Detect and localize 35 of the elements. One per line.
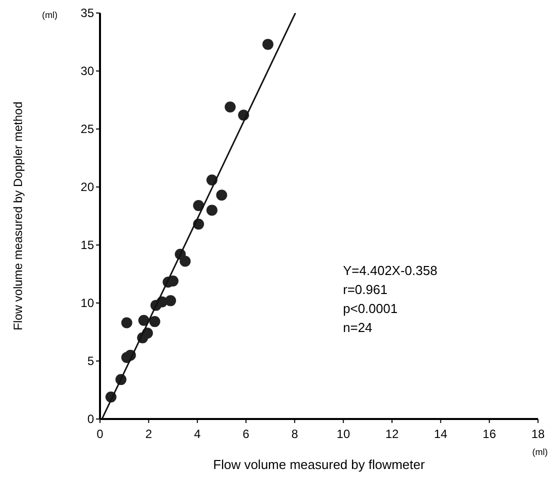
- y-tick-label: 10: [80, 296, 94, 310]
- point: [224, 101, 236, 112]
- x-axis-title: Flow volume measured by flowmeter: [213, 457, 426, 472]
- point: [262, 38, 274, 50]
- point: [165, 295, 176, 306]
- y-tick-label: 30: [80, 64, 94, 78]
- x-tick-label: 8: [291, 427, 298, 441]
- annotation: Y=4.402X-0.358: [343, 263, 438, 278]
- x-tick-label: 14: [434, 427, 448, 441]
- x-tick-label: 18: [531, 427, 545, 441]
- x-tick-label: 2: [145, 427, 152, 441]
- x-tick-label: 0: [96, 427, 104, 441]
- point: [216, 190, 228, 201]
- x-tick-label: 10: [336, 427, 350, 441]
- point: [180, 256, 191, 267]
- y-tick-label: 15: [80, 238, 94, 252]
- y-tick-label: 5: [87, 354, 94, 368]
- y-tick-label: 20: [80, 180, 94, 194]
- text: (ml): [532, 447, 548, 457]
- x-tick-label: 6: [242, 427, 250, 441]
- y-tick-label: 0: [87, 412, 94, 426]
- text: (ml): [42, 10, 58, 20]
- x-tick-label: 12: [385, 427, 399, 441]
- x-tick-label: 16: [482, 427, 496, 441]
- y-tick-label: 35: [80, 6, 94, 20]
- annotation: n=24: [343, 320, 372, 335]
- annotation: r=0.961: [343, 282, 388, 297]
- point: [193, 200, 204, 212]
- point: [206, 204, 218, 216]
- y-axis-title: Flow volume measured by Doppler method: [11, 102, 25, 330]
- annotation: p<0.0001: [343, 301, 398, 316]
- point: [121, 317, 132, 328]
- x-tick-label: 4: [194, 427, 201, 441]
- y-tick-label: 25: [80, 122, 94, 136]
- point: [149, 316, 160, 328]
